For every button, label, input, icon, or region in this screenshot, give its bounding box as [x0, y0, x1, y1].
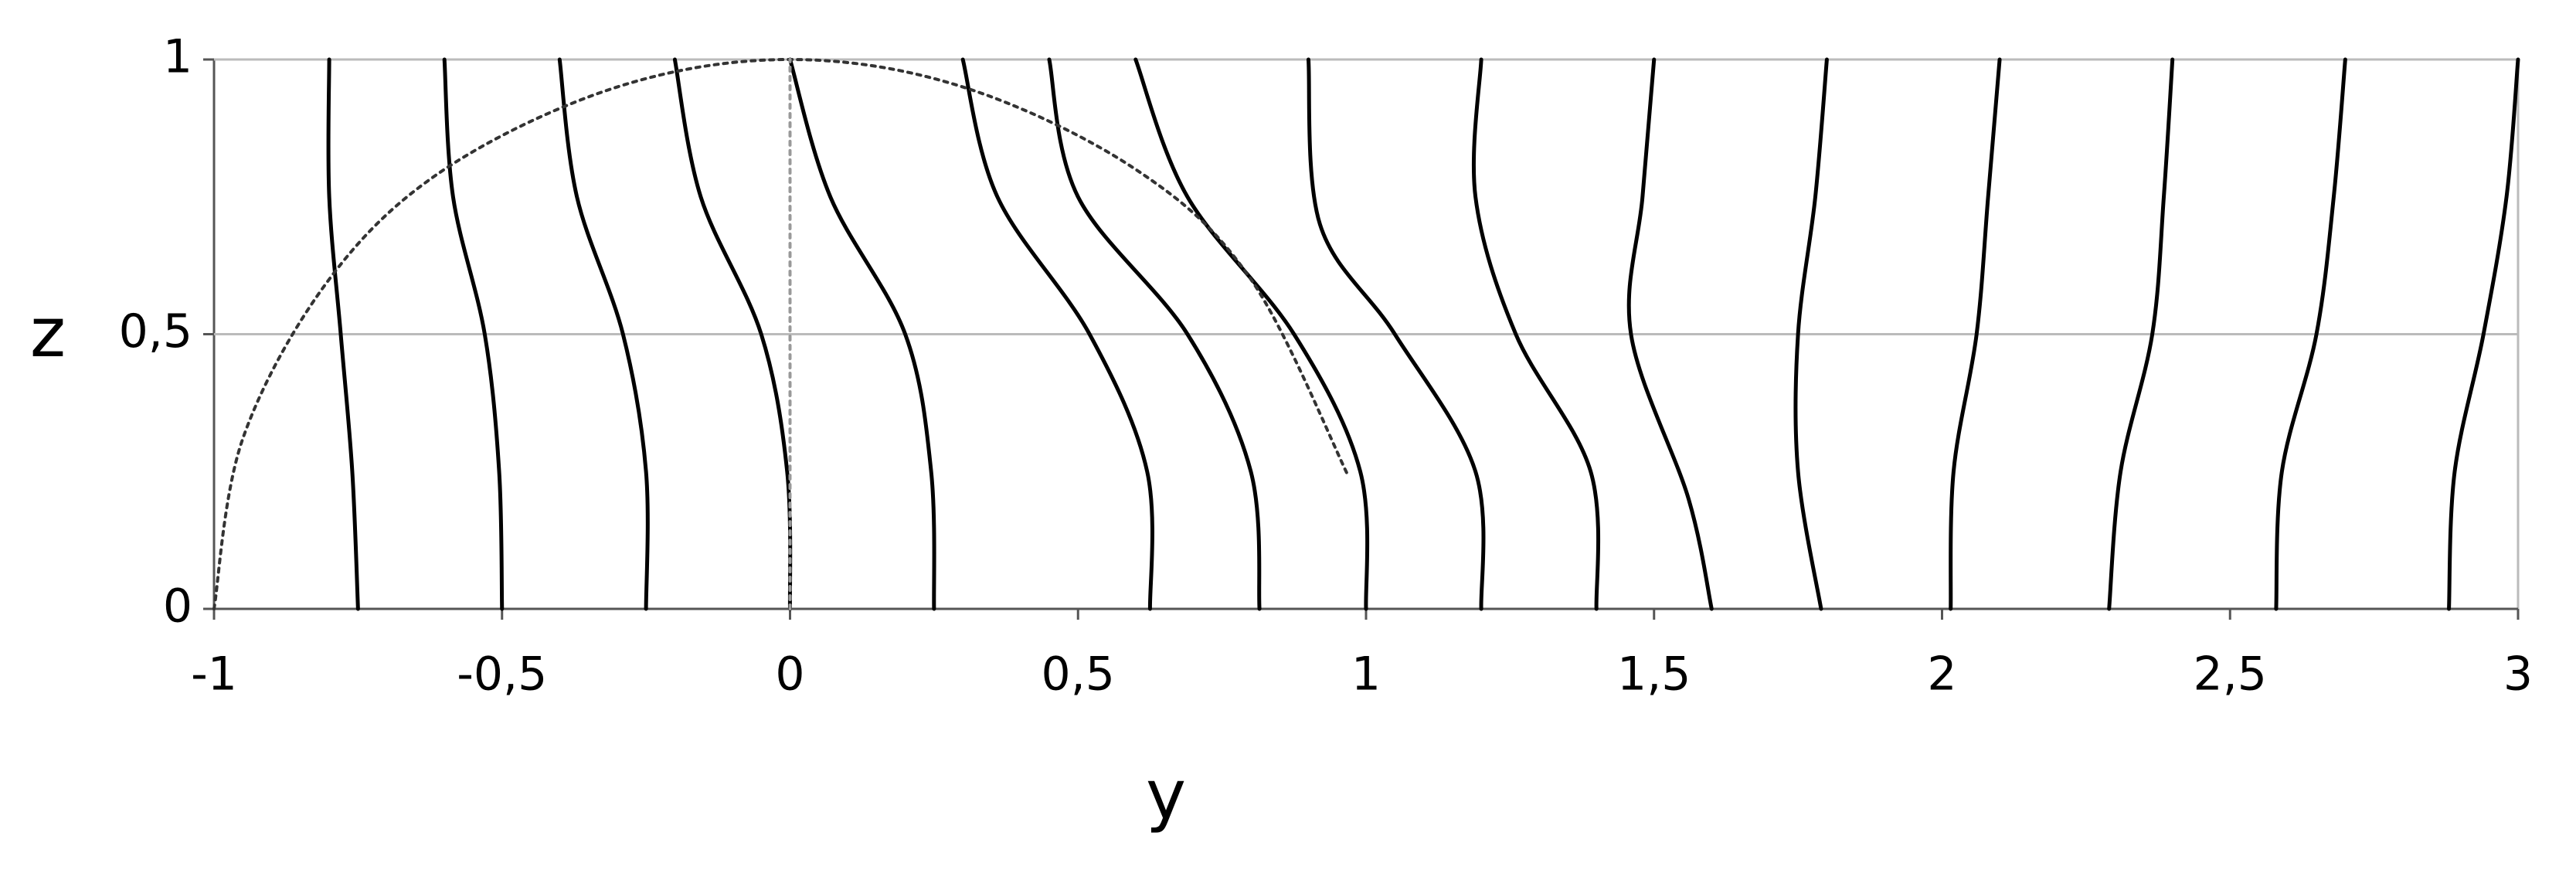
series-line: [1306, 57, 1486, 611]
series-line: [2447, 57, 2520, 611]
series-line: [1471, 57, 1601, 611]
series-line: [557, 57, 650, 611]
series-line: [1626, 57, 1714, 611]
x-tick-label: 0: [775, 648, 804, 702]
y-axis-label: z: [30, 293, 66, 372]
series-line: [442, 57, 505, 611]
x-tick-label: -1: [191, 648, 237, 702]
series-line: [1949, 57, 2002, 611]
series-line: [212, 57, 1351, 610]
series-line: [326, 57, 360, 611]
y-tick-label: 0: [163, 580, 192, 634]
x-tick-label: 1,5: [1617, 648, 1691, 702]
series-line: [788, 57, 936, 611]
series-line: [960, 57, 1154, 611]
series-line: [1133, 57, 1370, 611]
x-tick-label: 2: [1927, 648, 1956, 702]
x-tick-label: 2,5: [2194, 648, 2267, 702]
x-tick-label: 1: [1351, 648, 1381, 702]
y-tick-label: 1: [163, 30, 192, 84]
x-axis-label: y: [1146, 755, 1186, 835]
series-line: [1793, 57, 1829, 611]
x-tick-label: 3: [2503, 648, 2533, 702]
y-tick-label: 0,5: [119, 304, 192, 359]
series-line: [2274, 57, 2347, 611]
x-tick-label: 0,5: [1042, 648, 1115, 702]
series-line: [2107, 57, 2175, 611]
x-tick-label: -0,5: [457, 648, 547, 702]
series-line: [1047, 57, 1262, 611]
